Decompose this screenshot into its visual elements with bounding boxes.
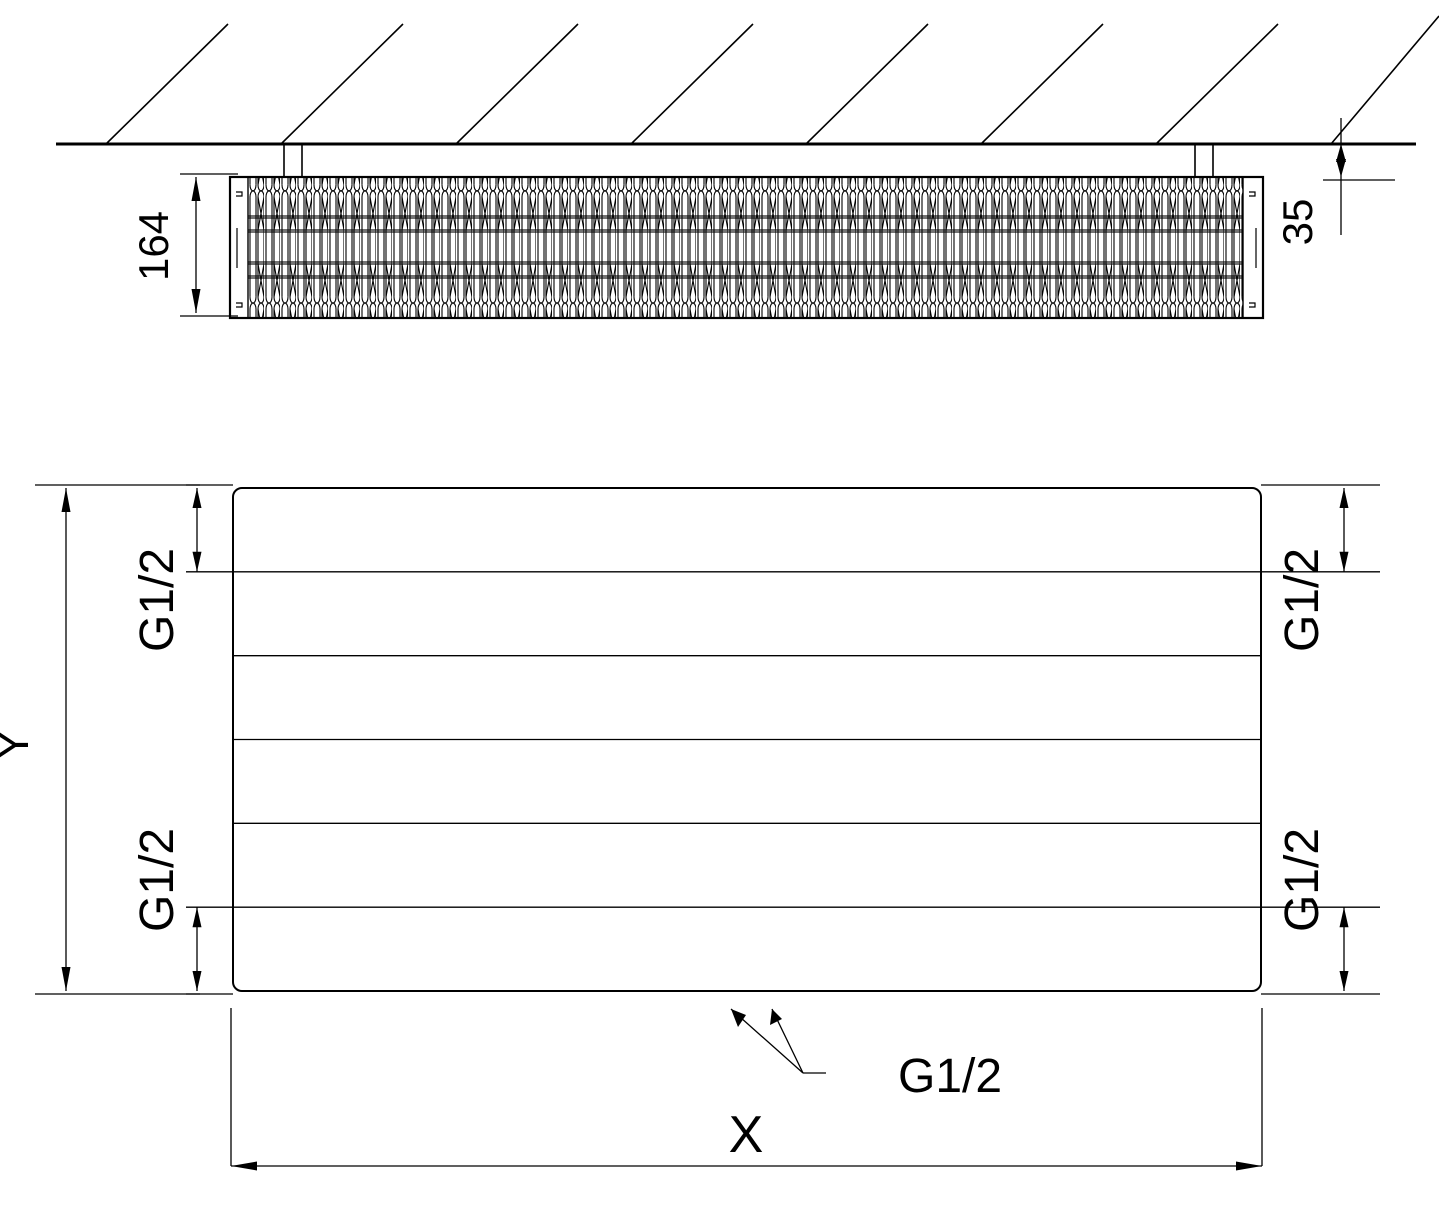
svg-text:X: X — [729, 1106, 764, 1164]
svg-text:G1/2: G1/2 — [898, 1050, 1002, 1103]
svg-text:164: 164 — [130, 211, 177, 281]
svg-text:G1/2: G1/2 — [1276, 548, 1329, 652]
svg-text:G1/2: G1/2 — [1276, 828, 1329, 932]
svg-text:35: 35 — [1274, 199, 1321, 246]
svg-text:G1/2: G1/2 — [131, 548, 184, 652]
svg-text:Y: Y — [0, 730, 38, 759]
svg-text:G1/2: G1/2 — [131, 828, 184, 932]
